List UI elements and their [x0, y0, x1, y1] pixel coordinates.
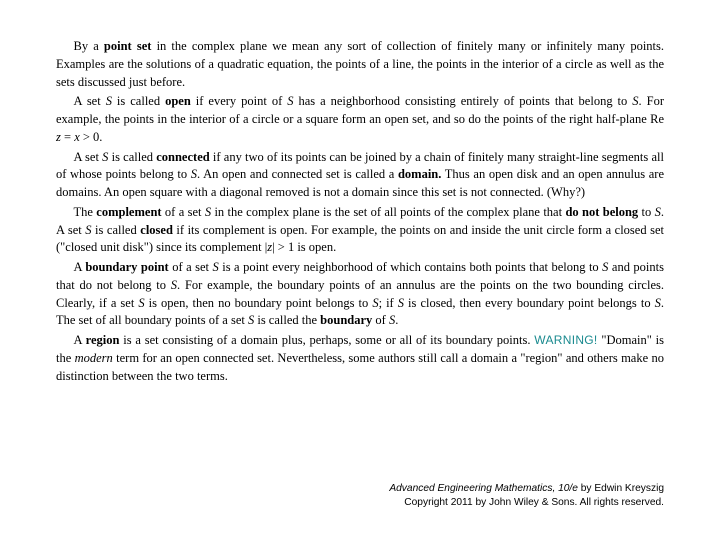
text: > 0. [80, 130, 103, 144]
text: . [395, 313, 398, 327]
paragraph-region: A region is a set consisting of a domain… [56, 332, 664, 385]
text: if every point of [191, 94, 287, 108]
text: The [74, 205, 97, 219]
text: = [61, 130, 74, 144]
text: is called [92, 223, 141, 237]
text: of a set [162, 205, 205, 219]
term-point-set: point set [104, 39, 152, 53]
text: is called [112, 94, 165, 108]
text: of [372, 313, 389, 327]
paragraph-boundary: A boundary point of a set S is a point e… [56, 259, 664, 330]
text: of a set [169, 260, 213, 274]
text: A [74, 260, 86, 274]
term-do-not-belong: do not belong [565, 205, 638, 219]
text: term for an open connected set. Neverthe… [56, 351, 664, 383]
text: is a point every neighborhood of which c… [219, 260, 602, 274]
text: A set [74, 150, 103, 164]
paragraph-complement: The complement of a set S in the complex… [56, 204, 664, 257]
term-domain: domain. [398, 167, 441, 181]
book-author: by Edwin Kreyszig [578, 483, 664, 494]
footer-credits: Advanced Engineering Mathematics, 10/e b… [389, 482, 664, 510]
term-closed: closed [140, 223, 173, 237]
text: | > 1 is open. [272, 240, 336, 254]
term-modern: modern [75, 351, 113, 365]
term-connected: connected [156, 150, 209, 164]
page-body: By a point set in the complex plane we m… [0, 0, 720, 385]
text: is open, then no boundary point belongs … [145, 296, 373, 310]
book-title: Advanced Engineering Mathematics, 10/e [389, 483, 578, 494]
text: By a [74, 39, 104, 53]
text: . An open and connected set is called a [197, 167, 398, 181]
text: is called the [254, 313, 320, 327]
term-boundary-point: boundary point [85, 260, 168, 274]
term-complement: complement [96, 205, 161, 219]
text: is closed, then every boundary point bel… [404, 296, 655, 310]
text: A set [74, 94, 106, 108]
paragraph-pointset: By a point set in the complex plane we m… [56, 38, 664, 91]
footer-copyright: Copyright 2011 by John Wiley & Sons. All… [389, 496, 664, 510]
text: has a neighborhood consisting entirely o… [293, 94, 632, 108]
footer-line-1: Advanced Engineering Mathematics, 10/e b… [389, 482, 664, 496]
text: is called [108, 150, 156, 164]
term-boundary: boundary [320, 313, 372, 327]
term-region: region [86, 333, 120, 347]
text: A [74, 333, 86, 347]
paragraph-connected: A set S is called connected if any two o… [56, 149, 664, 202]
term-open: open [165, 94, 191, 108]
paragraph-open: A set S is called open if every point of… [56, 93, 664, 146]
text: to [638, 205, 654, 219]
text: is a set consisting of a domain plus, pe… [119, 333, 534, 347]
text: in the complex plane is the set of all p… [211, 205, 565, 219]
warning-label: WARNING! [534, 333, 597, 347]
text: ; if [379, 296, 398, 310]
